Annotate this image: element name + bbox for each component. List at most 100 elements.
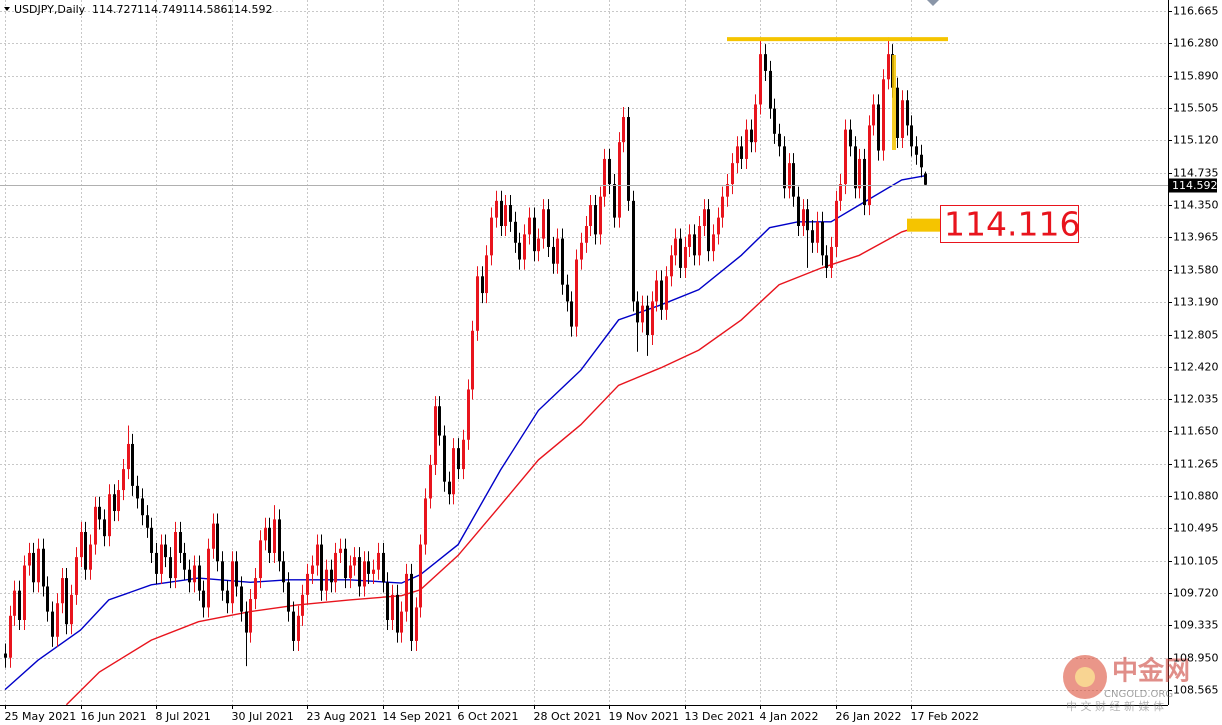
menu-arrow[interactable] [4,7,10,11]
candle-body [806,209,809,231]
candle-body [485,255,488,294]
candle-body [245,611,248,633]
candle-body [811,230,814,243]
y-tick-label: 113.965 [1173,231,1219,244]
candle-body [882,79,885,151]
candle-body [504,205,507,227]
candle-body [608,158,611,185]
candle-body [670,255,673,277]
x-tick-label: 26 Jan 2022 [836,710,902,723]
candle-body [693,234,696,256]
candle-body [13,590,16,616]
candle-body [759,54,762,105]
candle-body [495,200,498,218]
candle-body [424,498,427,545]
candle-body [802,209,805,227]
candle-body [207,548,210,608]
candle-body [707,209,710,252]
candle-body [910,125,913,147]
candle-body [334,552,337,583]
candle-body [429,464,432,499]
candle-body [37,548,40,583]
candle-body [377,552,380,570]
candle-body [339,548,342,553]
candle-body [160,544,163,574]
candle-body [353,557,356,566]
candle-body [868,125,871,206]
watermark-slogan: 中 文 财 经 新 媒 体 [1066,699,1164,713]
candle-body [108,494,111,537]
candle-body [344,548,347,579]
candle-body [603,158,606,197]
candle-body [514,221,517,243]
candle-body [400,611,403,633]
candle-body [183,552,186,570]
x-tick-label: 28 Oct 2021 [534,710,602,723]
header-open: 114.727 [92,3,138,16]
watermark: 中金网 CNGOLD.ORG 中 文 财 经 新 媒 体 [1063,655,1190,713]
candle-body [490,217,493,256]
y-tick-label: 110.105 [1173,555,1219,568]
candle-body [254,578,257,600]
candle-body [688,234,691,247]
candle-body [28,552,31,566]
candle-body [32,552,35,583]
candle-body [594,205,597,235]
candle-body [292,611,295,641]
candle-body [212,523,215,549]
candle-body [320,544,323,591]
candle-body [51,611,54,637]
candle-body [56,603,59,637]
shift-marker [927,0,939,6]
candle-body [537,238,540,252]
y-tick-label: 114.350 [1173,199,1219,212]
x-tick-label: 30 Jul 2021 [232,710,294,723]
candle-body [632,200,635,302]
candle-body [438,406,441,436]
candle-body [249,599,252,633]
y-tick-label: 114.735 [1173,167,1219,180]
candle-body [655,280,658,302]
candle-body [500,200,503,227]
candle-body [646,305,649,335]
candle-body [854,146,857,189]
candle-body [481,276,484,294]
x-tick-label: 19 Nov 2021 [609,710,679,723]
y-tick-label: 109.335 [1173,619,1219,632]
candle-body [264,527,267,541]
candle-body [9,615,12,658]
candle-body [698,226,701,256]
candle-body [674,238,677,256]
candle-body [443,435,446,482]
y-tick-label: 110.495 [1173,522,1219,535]
candle-body [216,523,219,562]
x-tick-label: 14 Sep 2021 [383,710,453,723]
candle-body [731,163,734,185]
candle-body [89,544,92,570]
header-low: 114.586 [182,3,228,16]
candle-body [745,129,748,159]
candle-body [613,184,616,218]
candle-body [287,582,290,612]
candle-body [122,469,125,491]
watermark-logo-inner [1075,667,1095,687]
candle-body [877,104,880,151]
candle-body [325,569,328,591]
candle-body [717,217,720,235]
candle-body [849,129,852,147]
candle-body [476,276,479,331]
candle-body [150,527,153,553]
candle-body [316,544,319,566]
candle-body [924,173,927,185]
candle-body [528,217,531,235]
candle-body [278,519,281,562]
candle-body [754,104,757,143]
candle-body [61,578,64,604]
candle-body [783,146,786,189]
candle-body [651,301,654,335]
candle-body [471,330,474,390]
candle-body [419,544,422,608]
candle-body [858,158,861,189]
candle-body [84,531,87,570]
